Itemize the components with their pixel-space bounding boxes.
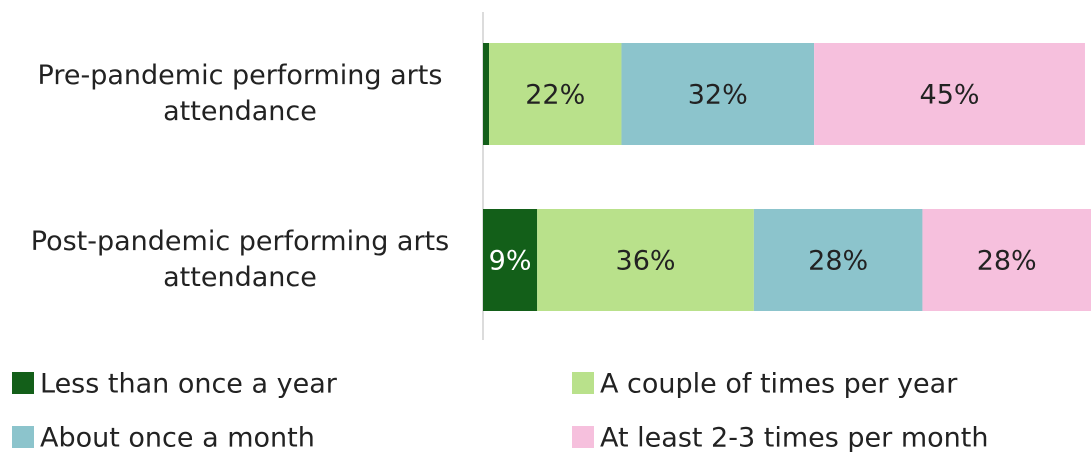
legend-swatch	[12, 372, 34, 394]
legend-swatch	[572, 372, 594, 394]
data-label: 45%	[920, 80, 980, 111]
legend-swatch	[572, 426, 594, 448]
data-label: 22%	[525, 80, 585, 111]
bar-segment	[922, 209, 1091, 311]
legend-label: About once a month	[40, 423, 315, 452]
category-label: Post-pandemic performing arts attendance	[30, 226, 450, 293]
legend-swatch	[12, 426, 34, 448]
data-label: 9%	[489, 246, 532, 277]
legend-label: A couple of times per year	[600, 369, 958, 400]
bar-segment	[537, 209, 754, 311]
bar-segment	[483, 43, 490, 145]
legend-label: At least 2-3 times per month	[600, 423, 988, 452]
bar-segment	[489, 43, 622, 145]
bar-segment	[621, 43, 815, 145]
bar-segment	[483, 209, 538, 311]
category-label: Pre-pandemic performing arts attendance	[37, 60, 443, 127]
data-label: 36%	[616, 246, 676, 277]
data-label: 28%	[808, 246, 868, 277]
data-label: 28%	[977, 246, 1037, 277]
legend-label: Less than once a year	[40, 369, 338, 400]
bar-segment	[814, 43, 1085, 145]
data-label: 32%	[688, 80, 748, 111]
bar-segment	[753, 209, 923, 311]
